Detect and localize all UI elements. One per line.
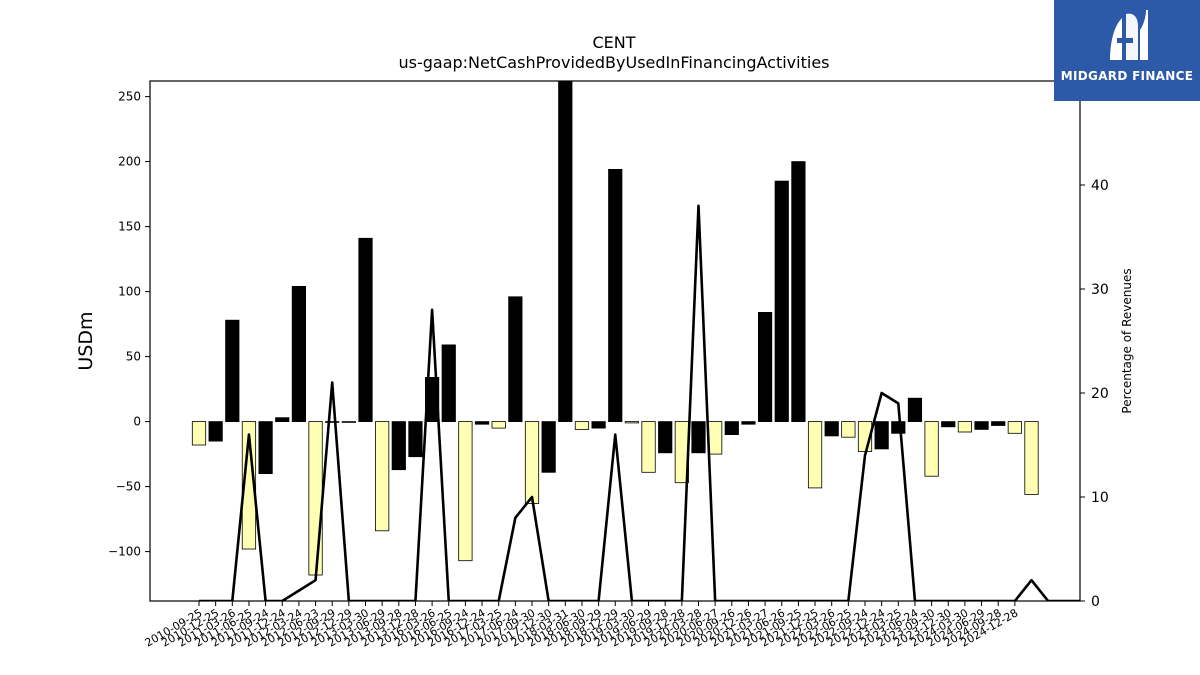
bar [758,311,773,422]
bar [924,421,939,477]
bar [541,421,556,473]
brand-logo: MIDGARD FINANCE [1054,0,1200,101]
bar [208,421,223,442]
bar [658,421,673,454]
bar [308,421,323,576]
bar [191,421,207,446]
bar [974,421,989,430]
bar [724,421,739,436]
midgard-logo-icon [1110,10,1148,61]
y2-tick-label: 30 [1091,282,1109,298]
bar [225,319,240,423]
logo-text: MIDGARD FINANCE [1060,69,1194,83]
bar [441,344,456,422]
bar [458,421,473,562]
bar [641,421,656,473]
chart-subtitle: us-gaap:NetCashProvidedByUsedInFinancing… [398,53,829,72]
pct-revenue-line [199,204,1080,601]
bar [691,421,706,454]
bar [258,421,273,475]
bar [358,237,373,423]
bar [325,421,340,423]
y2-tick-label: 20 [1091,386,1109,402]
bar [375,421,390,532]
bar [275,417,290,423]
y2-tick-label: 10 [1091,490,1109,506]
bar [791,161,806,423]
bar [957,421,973,433]
chart-title: CENT [592,33,635,52]
bar [874,421,889,450]
bar [1007,421,1022,434]
y-axis-label: USDm [75,311,97,370]
y2-tick-label: 40 [1091,178,1109,194]
bar [408,421,423,458]
bar [558,81,573,422]
bar [508,296,523,422]
bar [941,421,956,428]
bar [1024,421,1039,495]
y2-tick-label: 0 [1091,594,1100,610]
y-tick-label: 0 [133,415,141,429]
bar [241,421,257,550]
y-tick-label: 200 [118,155,141,169]
bar [574,421,590,430]
y-tick-label: 250 [118,90,141,104]
y-tick-label: −100 [108,545,141,559]
bar [391,421,406,471]
bar [474,421,490,425]
bar [824,421,839,437]
bar [624,421,640,424]
y-tick-label: 100 [118,285,141,299]
plot-area: −100−500501001502002500102030402010-09-2… [108,80,1109,650]
bar [991,421,1006,426]
bar [774,180,789,423]
bar [741,421,756,425]
bar [891,421,906,434]
bar [841,421,856,438]
bar [591,421,606,429]
bar [491,421,506,429]
bar [807,421,823,489]
bar [608,168,623,422]
bar [907,397,923,423]
bars-group [191,81,1080,601]
y-tick-label: −50 [116,480,141,494]
bar [341,421,356,423]
y-tick-label: 150 [118,220,141,234]
y-tick-label: 50 [126,350,141,364]
bar [291,285,307,422]
bar [524,421,540,504]
bar [708,421,723,455]
y2-axis-label: Percentage of Revenues [1120,268,1134,413]
